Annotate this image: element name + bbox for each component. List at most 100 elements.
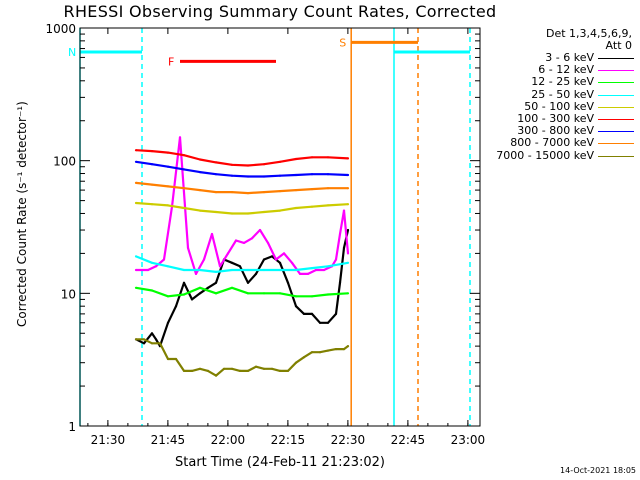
series-point-0-16 <box>254 272 258 275</box>
series-point-1-22 <box>314 268 318 272</box>
series-point-1-6 <box>186 246 190 249</box>
series-point-1-16 <box>266 241 270 244</box>
series-point-2-5 <box>214 292 218 295</box>
series-point-0-7 <box>182 281 186 284</box>
series-point-0-26 <box>334 312 338 315</box>
series-point-2-10 <box>294 295 298 298</box>
series-point-1-8 <box>202 258 206 261</box>
series-point-0-14 <box>238 265 242 268</box>
series-point-3-13 <box>346 261 350 264</box>
series-point-4-6 <box>230 212 234 215</box>
series-point-4-10 <box>294 206 298 210</box>
series-point-0-3 <box>154 338 158 341</box>
series-point-0-15 <box>246 281 250 284</box>
series-point-1-28 <box>346 252 350 255</box>
series-point-3-6 <box>230 268 234 272</box>
series-point-6-1 <box>150 163 154 166</box>
y-tick-label-1: 10 <box>61 287 76 301</box>
series-point-1-13 <box>242 241 246 244</box>
series-point-3-12 <box>326 265 330 268</box>
legend-label: 3 - 6 keV <box>545 51 594 64</box>
series-point-4-9 <box>278 209 282 212</box>
series-line-8 <box>136 338 349 377</box>
legend-entries: 3 - 6 keV 6 - 12 keV 12 - 25 keV 25 - 50 ke… <box>484 52 638 162</box>
series-line-6 <box>135 160 349 178</box>
series-point-4-2 <box>166 204 170 207</box>
legend-label: 800 - 7000 keV <box>510 136 594 150</box>
legend-label: 100 - 300 keV <box>517 111 594 125</box>
series-point-2-11 <box>310 295 314 298</box>
series-point-2-3 <box>182 293 186 296</box>
series-point-1-2 <box>154 265 158 268</box>
series-point-5-1 <box>150 150 154 153</box>
series-point-8-10 <box>214 374 218 377</box>
legend-entry: 800 - 7000 keV <box>484 137 638 149</box>
legend-swatch <box>598 155 634 157</box>
footer-date: 14-Oct-2021 18:05 <box>560 466 636 475</box>
series-point-0-20 <box>286 281 290 284</box>
legend-entry: 7000 - 15000 keV <box>484 148 638 162</box>
series-point-5-4 <box>198 158 202 161</box>
series-line-4 <box>135 201 349 215</box>
legend-label: 6 - 12 keV <box>538 63 594 77</box>
legend-entry: 12 - 25 keV <box>484 76 638 88</box>
series-point-2-9 <box>278 292 282 295</box>
series-point-5-10 <box>294 157 298 161</box>
series-point-5-8 <box>262 163 266 166</box>
series-point-5-12 <box>326 156 330 159</box>
series-point-0-27 <box>338 281 342 284</box>
series-point-6-10 <box>294 173 298 177</box>
series-line-7 <box>135 181 348 195</box>
series-point-1-1 <box>146 268 150 272</box>
flag-label-0: N <box>68 46 76 59</box>
series-point-2-4 <box>198 286 202 289</box>
legend-label: 12 - 25 keV <box>531 75 594 89</box>
series-point-0-10 <box>206 286 210 289</box>
series-point-7-5 <box>214 191 218 194</box>
series-point-7-13 <box>346 187 350 190</box>
series-point-6-6 <box>230 174 234 177</box>
series-point-1-12 <box>234 239 238 242</box>
series-point-0-23 <box>310 312 314 315</box>
x-axis-label: Start Time (24-Feb-11 21:23:02) <box>175 455 385 470</box>
series-point-0-24 <box>318 321 322 324</box>
series-point-6-0 <box>134 160 138 163</box>
series-point-1-11 <box>226 252 230 255</box>
legend-swatch <box>598 70 634 72</box>
series-point-4-4 <box>198 209 202 212</box>
series-point-5-11 <box>310 156 314 159</box>
y-tick-label-0: 1 <box>68 420 76 434</box>
series-point-7-3 <box>182 187 186 190</box>
series-point-0-28 <box>342 246 346 249</box>
series-point-4-12 <box>326 204 330 207</box>
series-point-7-8 <box>262 191 266 194</box>
series-point-4-13 <box>346 203 350 206</box>
series-line-3 <box>135 255 349 273</box>
x-tick-label-6: 23:00 <box>451 433 486 447</box>
series-point-6-4 <box>198 171 202 174</box>
legend-label: 7000 - 15000 keV <box>496 148 594 162</box>
series-point-8-17 <box>270 367 274 370</box>
legend-swatch <box>598 94 634 96</box>
series-line-5 <box>135 149 349 167</box>
series-point-3-8 <box>262 268 266 272</box>
legend-swatch <box>598 58 634 59</box>
series-point-8-5 <box>174 357 178 361</box>
series-point-0-8 <box>190 298 194 301</box>
y-tick-label-3: 1000 <box>45 22 76 36</box>
series-point-7-1 <box>150 183 154 186</box>
series-point-6-8 <box>262 175 266 178</box>
series-point-0-9 <box>198 292 202 295</box>
x-tick-label-3: 22:15 <box>271 433 306 447</box>
legend-swatch <box>598 143 634 145</box>
x-tick-label-0: 21:30 <box>91 433 126 447</box>
legend-label: 50 - 100 keV <box>524 99 594 113</box>
series-point-8-0 <box>134 338 138 341</box>
series-point-5-13 <box>346 157 350 160</box>
series-point-5-6 <box>230 163 234 166</box>
series-lines <box>134 136 350 377</box>
legend-swatch <box>598 82 634 84</box>
series-point-8-7 <box>190 369 194 372</box>
series-point-2-6 <box>230 286 234 289</box>
